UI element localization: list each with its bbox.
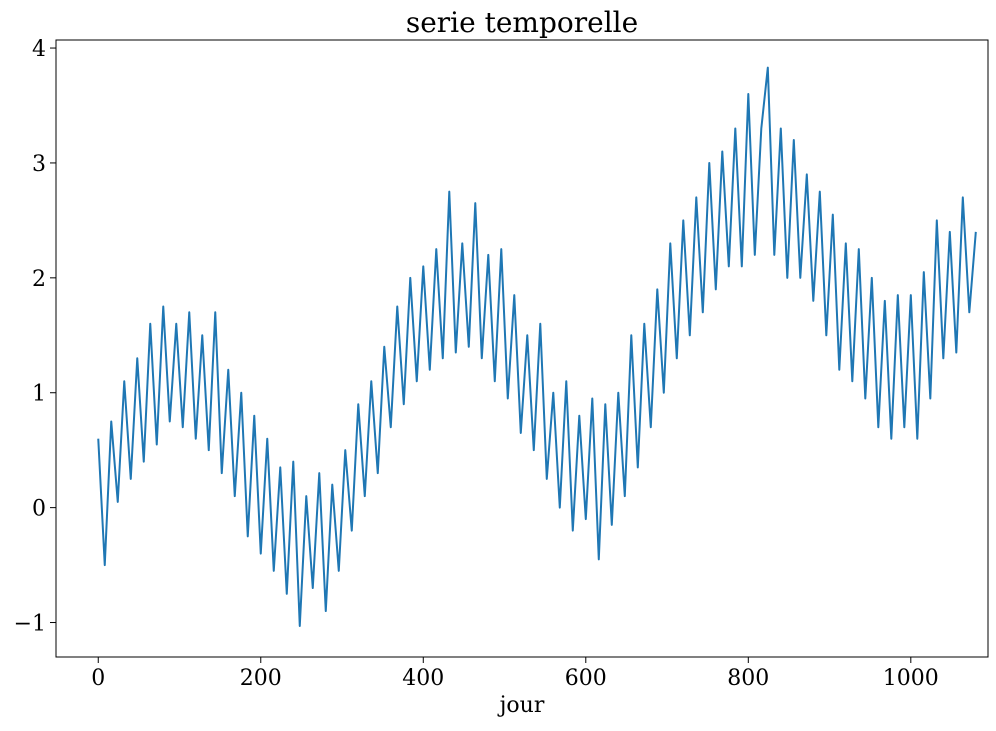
y-tick-label: 4: [32, 37, 46, 62]
x-tick-label: 600: [565, 666, 607, 691]
y-tick-label: 1: [32, 382, 46, 407]
x-tick-label: 800: [727, 666, 769, 691]
data-line: [97, 66, 977, 627]
chart-title: serie temporelle: [406, 6, 638, 39]
x-tick-label: 1000: [883, 666, 939, 691]
x-axis-label: jour: [497, 693, 545, 718]
x-tick-label: 400: [402, 666, 444, 691]
y-tick-label: 2: [32, 267, 46, 292]
y-tick-label: 3: [32, 152, 46, 177]
y-tick-label: −1: [14, 612, 46, 637]
plot-frame: [55, 39, 989, 658]
x-tick-label: 200: [240, 666, 282, 691]
x-tick-label: 0: [91, 666, 105, 691]
y-tick-label: 0: [32, 497, 46, 522]
